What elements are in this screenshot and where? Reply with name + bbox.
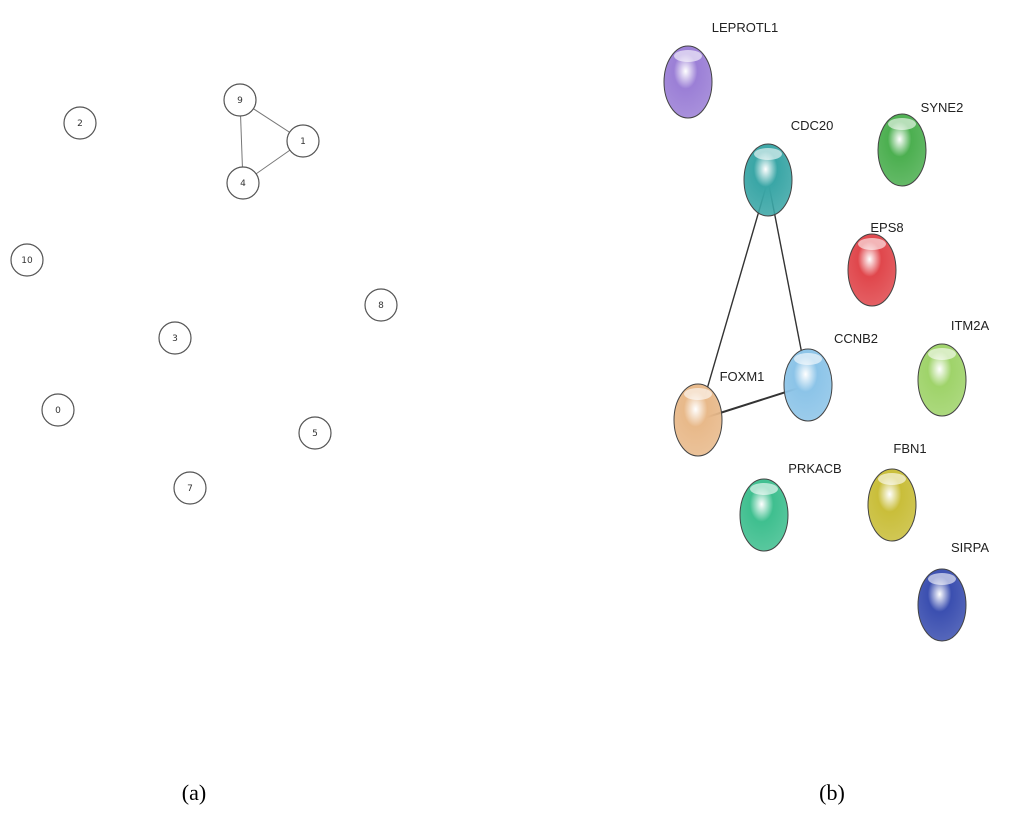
node-label: CCNB2	[834, 331, 878, 346]
caption: (b)	[819, 780, 845, 805]
node-highlight	[858, 238, 886, 250]
node-highlight	[684, 388, 712, 400]
node-label: CDC20	[791, 118, 834, 133]
node-label: LEPROTL1	[712, 20, 778, 35]
node-label: 10	[21, 256, 33, 266]
node-label: PRKACB	[788, 461, 841, 476]
figure: 2 9 1 4 10 8 3 0 5 7 LEPROTL1 CDC20 SYNE2 EPS8 CCNB2 I…	[0, 0, 1010, 831]
node-highlight	[754, 148, 782, 160]
node-label: ITM2A	[951, 318, 990, 333]
node-label: 3	[172, 334, 178, 344]
node-highlight	[928, 573, 956, 585]
panel-a: 2 9 1 4 10 8 3 0 5 7	[11, 84, 397, 504]
node-label: 7	[187, 484, 193, 494]
panel-b: LEPROTL1 CDC20 SYNE2 EPS8 CCNB2 ITM2A FOXM1 PRK…	[664, 20, 989, 641]
node-highlight	[888, 118, 916, 130]
node-label: 2	[77, 119, 83, 129]
node-label: SIRPA	[951, 540, 989, 555]
node-highlight	[878, 473, 906, 485]
node-label: FBN1	[893, 441, 926, 456]
node-label: 5	[312, 429, 318, 439]
node-label: 1	[300, 137, 306, 147]
node-label: SYNE2	[921, 100, 964, 115]
node-label: EPS8	[870, 220, 903, 235]
node-label: 4	[240, 179, 246, 189]
edge	[698, 180, 768, 420]
node-label: 0	[55, 406, 61, 416]
node-label: 8	[378, 301, 384, 311]
caption: (a)	[182, 780, 206, 805]
node-highlight	[750, 483, 778, 495]
node-highlight	[928, 348, 956, 360]
node-highlight	[794, 353, 822, 365]
node-highlight	[674, 50, 702, 62]
node-label: FOXM1	[720, 369, 765, 384]
node-label: 9	[237, 96, 243, 106]
